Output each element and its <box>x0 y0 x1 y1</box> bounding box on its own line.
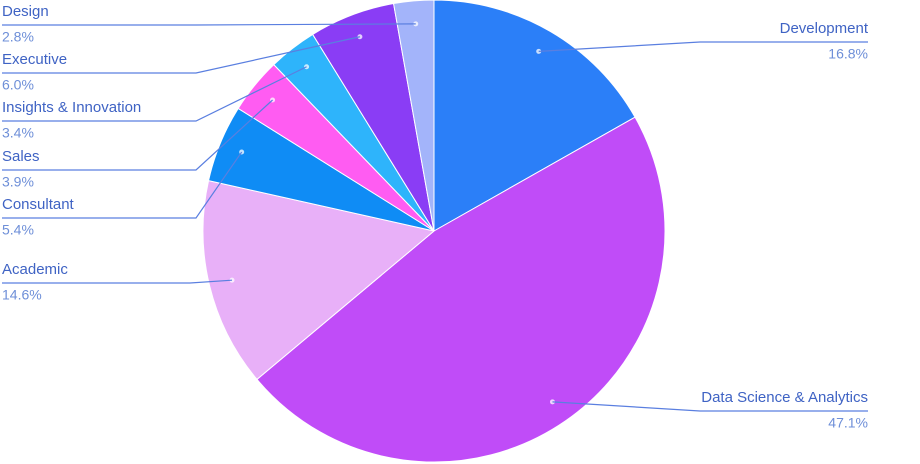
slice-value-insights-and-innovation: 3.4% <box>2 125 34 141</box>
slice-label-sales: Sales <box>2 148 40 165</box>
slice-label-data-science-and-analytics: Data Science & Analytics <box>701 389 868 406</box>
slice-value-data-science-and-analytics: 47.1% <box>828 415 868 431</box>
leader-line-insights-and-innovation <box>2 66 307 122</box>
pie-slices <box>202 0 666 463</box>
slice-value-executive: 6.0% <box>2 77 34 93</box>
slice-value-development: 16.8% <box>828 46 868 62</box>
slice-value-academic: 14.6% <box>2 287 42 303</box>
slice-value-consultant: 5.4% <box>2 222 34 238</box>
leader-line-academic <box>2 279 233 284</box>
leader-line-data-science-and-analytics <box>552 401 868 412</box>
slice-data-science-and-analytics <box>256 116 666 463</box>
slice-label-development: Development <box>780 20 869 37</box>
slice-value-sales: 3.9% <box>2 174 34 190</box>
slice-labels: Development 16.8% Data Science & Analytics… <box>2 3 869 431</box>
slice-value-design: 2.8% <box>2 29 34 45</box>
slice-label-consultant: Consultant <box>2 196 75 213</box>
leader-line-sales <box>2 99 273 171</box>
leader-line-executive <box>2 36 361 74</box>
slice-label-insights-and-innovation: Insights & Innovation <box>2 99 141 116</box>
leader-line-development <box>538 41 868 52</box>
leader-lines <box>2 21 868 412</box>
slice-development <box>433 0 636 232</box>
slice-label-design: Design <box>2 3 49 20</box>
slice-label-executive: Executive <box>2 51 67 68</box>
slice-academic <box>202 180 436 381</box>
leader-line-consultant <box>2 151 243 219</box>
slice-label-academic: Academic <box>2 261 68 278</box>
leader-line-design <box>2 23 416 26</box>
slice-design <box>392 0 435 232</box>
